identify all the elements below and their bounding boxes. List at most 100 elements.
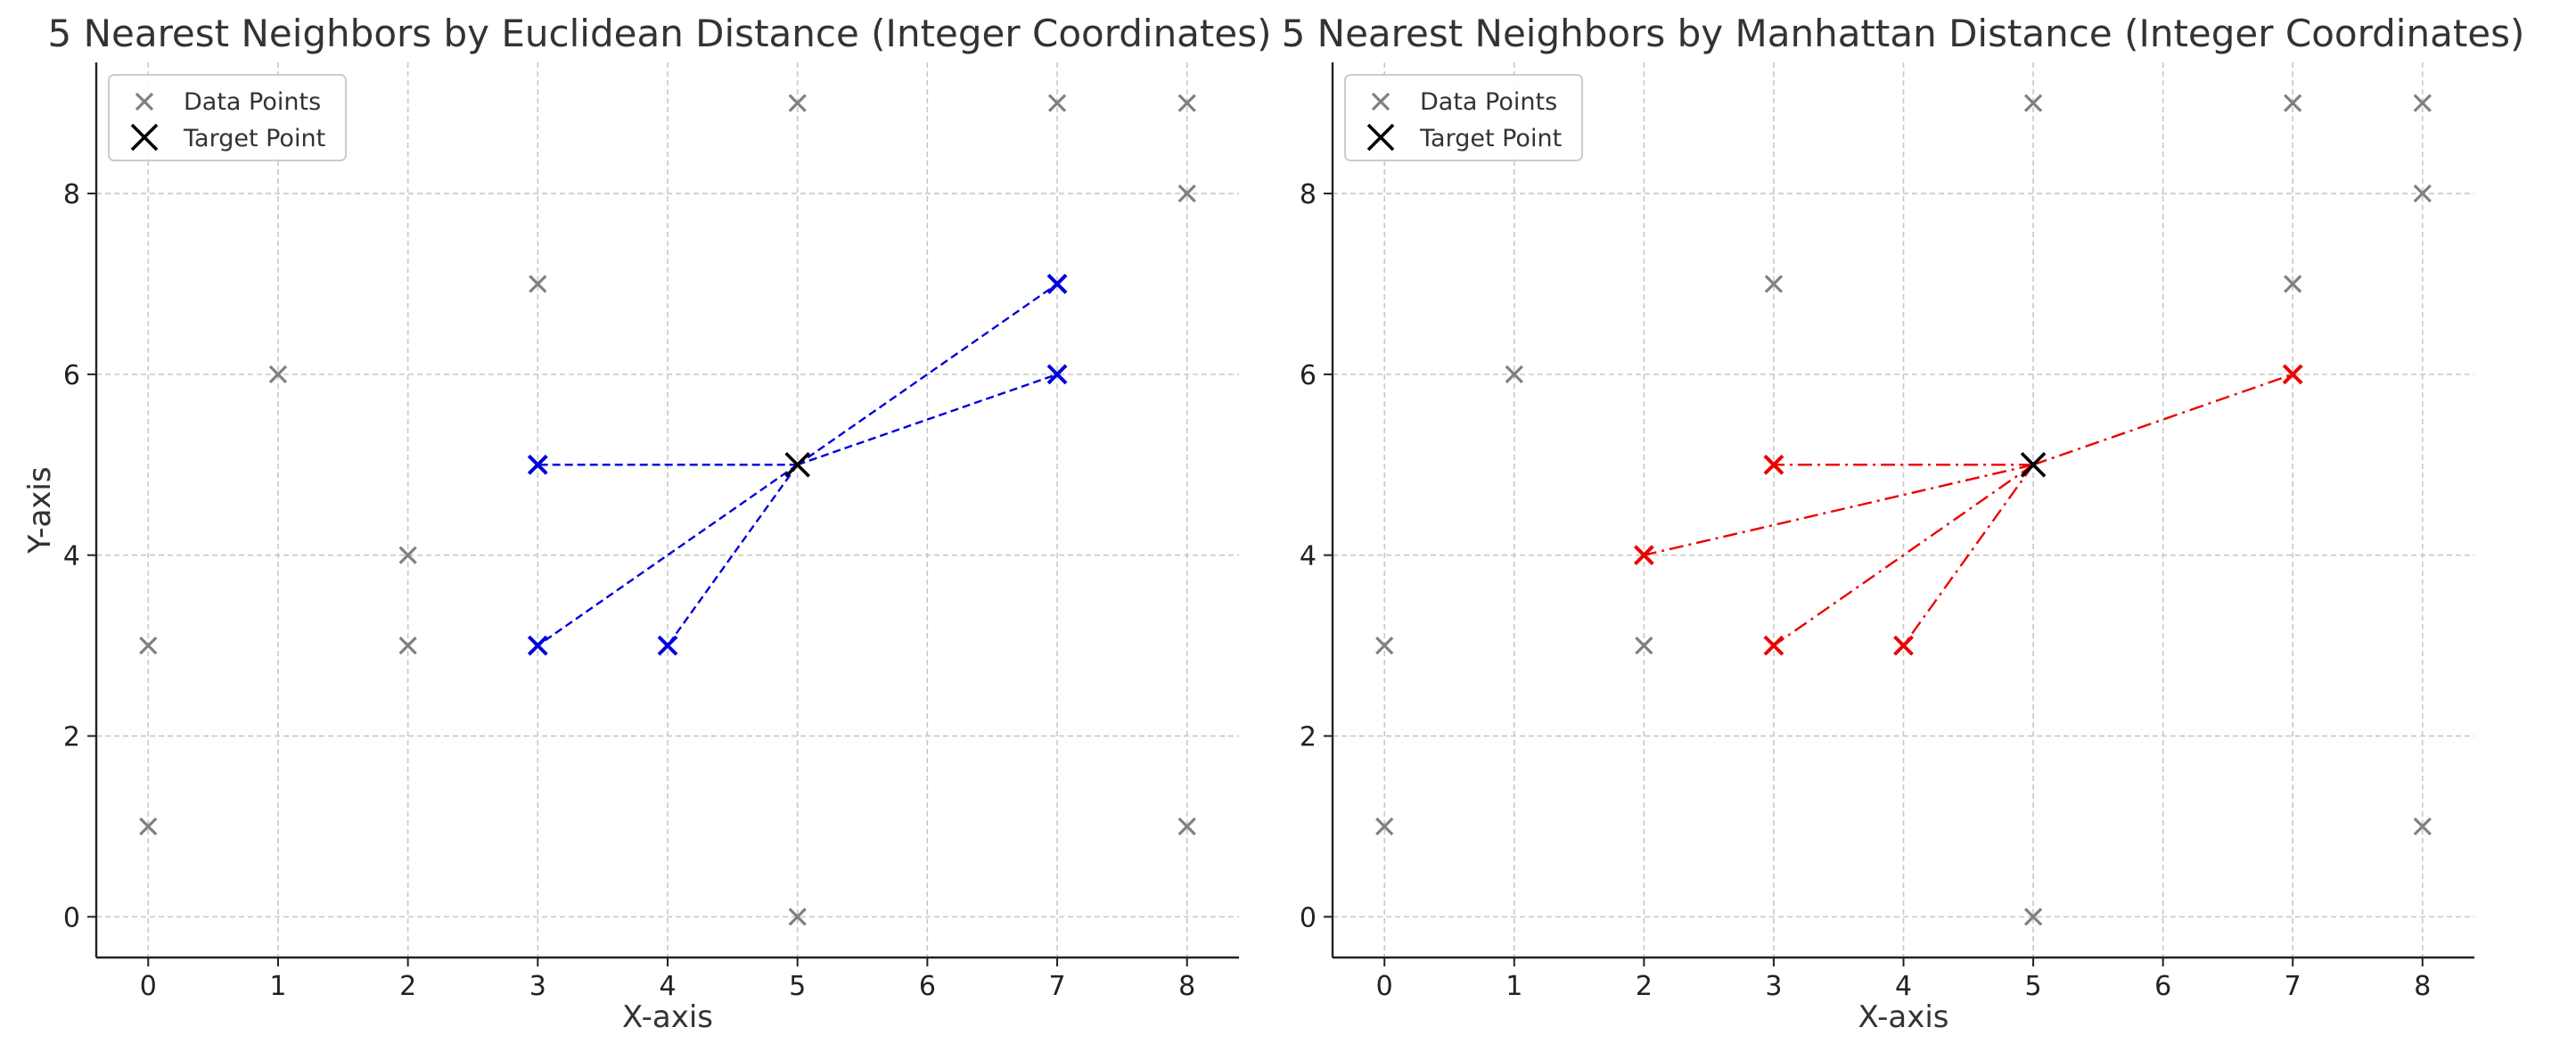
data-point: [788, 94, 807, 112]
x-tick-label: 0: [1376, 971, 1393, 1002]
data-point: [1635, 636, 1653, 655]
chart-title: 5 Nearest Neighbors by Euclidean Distanc…: [48, 12, 1272, 55]
data-point: [1177, 817, 1196, 836]
target-point: [784, 452, 810, 478]
neighbor-points: [1633, 364, 2303, 656]
y-tick-label: 0: [1300, 902, 1317, 933]
data-point: [1764, 275, 1784, 293]
neighbor-point: [1763, 635, 1784, 656]
neighbor-point: [527, 454, 548, 475]
grid: [96, 62, 1239, 957]
x-tick-label: 1: [269, 971, 286, 1002]
legend-data-points-label: Data Points: [1420, 88, 1557, 116]
x-tick-label: 5: [789, 971, 806, 1002]
y-tick-label: 8: [63, 179, 80, 210]
data-point: [2413, 184, 2432, 203]
neighbor-point: [657, 635, 678, 656]
neighbor-points: [527, 274, 1068, 656]
y-tick-label: 4: [1300, 541, 1317, 572]
data-point: [139, 817, 158, 836]
grid: [1333, 62, 2474, 957]
neighbor-line: [1902, 464, 2035, 646]
manhattan-panel: 0 1 2 3 4 5 6 7 8 0 2 4 6 8 5 Nearest Neighbors by Man…: [22, 12, 2524, 1035]
y-tick-label: 4: [63, 541, 80, 572]
neighbor-point: [1633, 545, 1654, 566]
legend-target-point-label: Target Point: [1419, 125, 1562, 152]
data-points: [1375, 94, 2432, 926]
y-tick-label: 2: [63, 722, 80, 753]
legend-target-point-marker: [130, 123, 159, 152]
y-tick-label: 8: [1300, 179, 1317, 210]
data-point: [2413, 94, 2432, 112]
neighbor-point: [1763, 454, 1784, 475]
legend: Data Points Target Point: [108, 74, 347, 161]
x-tick-label: 2: [399, 971, 416, 1002]
data-point: [2023, 908, 2043, 926]
x-tick-label: 1: [1505, 971, 1522, 1002]
neighbor-line: [2032, 373, 2293, 466]
y-tick-label: 2: [1300, 722, 1317, 753]
data-point: [1505, 365, 1523, 384]
neighbor-point: [527, 635, 548, 656]
x-tick-label: 6: [919, 971, 936, 1002]
x-tick-label: 7: [1048, 971, 1065, 1002]
x-axis-label: X-axis: [1858, 999, 1949, 1035]
legend-data-points-marker: [135, 92, 154, 111]
legend: Data Points Target Point: [1344, 74, 1583, 161]
data-point: [2284, 275, 2302, 293]
legend-box: [108, 74, 347, 161]
legend-box: [1344, 74, 1583, 161]
neighbor-point: [2282, 364, 2303, 385]
x-tick-label: 0: [140, 971, 157, 1002]
neighbor-line: [1773, 464, 2034, 647]
x-tick-label: 7: [2285, 971, 2301, 1002]
legend-data-points-marker: [1371, 92, 1391, 111]
data-point: [2023, 94, 2043, 112]
x-tick-label: 3: [529, 971, 546, 1002]
euclidean-panel: 0 1 2 3 4 5 6 7 8 0 2 4 6 8 5 Nearest Neighbors by Euc…: [22, 12, 1272, 1035]
data-point: [1177, 94, 1196, 112]
neighbor-lines: [1644, 373, 2293, 647]
x-tick-label: 3: [1765, 971, 1782, 1002]
legend-data-points-label: Data Points: [184, 88, 321, 116]
target-point: [2020, 452, 2047, 478]
data-point: [1177, 184, 1196, 203]
x-tick-label: 4: [1895, 971, 1912, 1002]
x-tick-label: 6: [2154, 971, 2171, 1002]
y-tick-label: 6: [63, 360, 80, 391]
data-point: [2413, 817, 2432, 836]
x-axis-label: X-axis: [622, 999, 713, 1035]
neighbor-line: [537, 464, 799, 647]
x-tick-label: 2: [1636, 971, 1653, 1002]
data-point: [1375, 636, 1394, 655]
y-axis-label: Y-axis: [22, 466, 58, 554]
x-tick-label: 8: [1178, 971, 1195, 1002]
data-point: [529, 275, 547, 293]
legend-target-point-label: Target Point: [183, 125, 325, 152]
data-point: [1375, 817, 1394, 836]
x-tick-label: 5: [2025, 971, 2042, 1002]
y-tick-label: 6: [1300, 360, 1317, 391]
data-point: [398, 546, 417, 564]
neighbor-point: [1046, 364, 1068, 385]
y-axis-label: Y-axis: [22, 466, 58, 554]
neighbor-point: [1893, 635, 1914, 656]
neighbor-line: [796, 283, 1058, 466]
data-point: [398, 636, 417, 655]
neighbor-point: [1046, 274, 1068, 294]
chart-title: 5 Nearest Neighbors by Manhattan Distanc…: [1282, 12, 2525, 55]
x-tick-label: 8: [2414, 971, 2431, 1002]
x-tick-label: 4: [659, 971, 676, 1002]
neighbor-lines: [537, 283, 1058, 647]
y-tick-label: 0: [63, 902, 80, 933]
data-point: [788, 908, 807, 926]
data-point: [1047, 94, 1067, 112]
data-point: [139, 636, 158, 655]
neighbor-line: [1644, 464, 2034, 556]
data-point: [268, 365, 288, 384]
data-point: [2284, 94, 2302, 112]
legend-target-point-marker: [1366, 123, 1395, 152]
neighbor-line: [797, 373, 1058, 466]
